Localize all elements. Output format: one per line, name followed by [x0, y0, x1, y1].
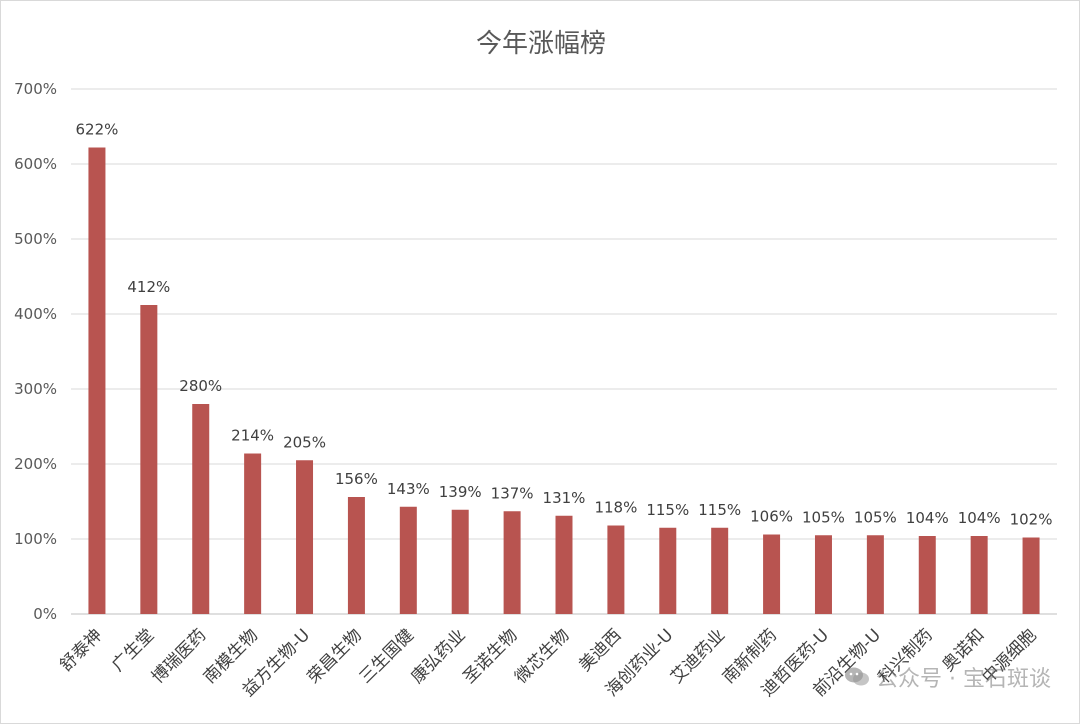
- bar: [659, 527, 677, 614]
- bar: [244, 453, 262, 614]
- bar: [866, 535, 884, 614]
- data-labels: 622% 412% 280% 214% 205% 156% 143% 139% 137% 131%…: [76, 121, 1053, 529]
- x-tick-label: 康弘药业: [408, 625, 470, 687]
- bar: [607, 525, 625, 614]
- bar: [555, 515, 573, 614]
- data-label: 156%: [335, 470, 378, 488]
- data-label: 105%: [802, 508, 845, 526]
- data-label: 104%: [906, 509, 949, 527]
- x-tick-label: 荣昌生物: [304, 625, 366, 687]
- data-label: 118%: [594, 499, 637, 517]
- data-label: 139%: [439, 483, 482, 501]
- watermark-text: 公众号 · 宝石斑谈: [876, 667, 1051, 692]
- x-tick-label: 艾迪药业: [667, 625, 729, 687]
- bar: [763, 534, 781, 614]
- x-tick-label: 博瑞医药: [148, 625, 210, 687]
- y-tick-label: 500%: [14, 230, 57, 248]
- data-label: 137%: [491, 484, 534, 502]
- data-label: 102%: [1010, 511, 1053, 529]
- data-label: 131%: [543, 489, 586, 507]
- y-tick-label: 300%: [14, 380, 57, 398]
- bar: [503, 511, 521, 614]
- x-tick-label: 舒泰神: [56, 625, 106, 675]
- data-label: 205%: [283, 433, 326, 451]
- data-label: 143%: [387, 480, 430, 498]
- data-label: 622%: [76, 121, 119, 139]
- bar: [918, 536, 936, 614]
- bar: [970, 536, 988, 614]
- y-axis-ticks: 0% 100% 200% 300% 400% 500% 600% 700%: [14, 80, 57, 623]
- bar: [1022, 537, 1040, 614]
- y-tick-label: 700%: [14, 80, 57, 98]
- bar: [814, 535, 832, 614]
- y-tick-label: 600%: [14, 155, 57, 173]
- y-tick-label: 100%: [14, 530, 57, 548]
- bar: [192, 404, 210, 614]
- chart-title: 今年涨幅榜: [476, 29, 606, 59]
- wechat-icon: [844, 666, 870, 688]
- bar: [451, 509, 469, 614]
- data-label: 214%: [231, 427, 274, 445]
- bar: [711, 527, 729, 614]
- x-tick-label: 三生国健: [356, 625, 418, 687]
- watermark: 公众号 · 宝石斑谈: [844, 661, 1051, 693]
- data-label: 115%: [646, 501, 689, 519]
- x-tick-label: 圣诺生物: [459, 625, 521, 687]
- bars: [88, 147, 1040, 614]
- x-tick-label: 广生堂: [108, 625, 158, 675]
- bar: [399, 506, 417, 614]
- y-tick-label: 400%: [14, 305, 57, 323]
- data-label: 280%: [179, 377, 222, 395]
- data-label: 412%: [127, 278, 170, 296]
- data-label: 104%: [958, 509, 1001, 527]
- bar: [140, 305, 158, 614]
- x-tick-label: 美迪西: [575, 625, 625, 675]
- data-label: 105%: [854, 508, 897, 526]
- bar: [347, 497, 365, 614]
- data-label: 115%: [698, 501, 741, 519]
- bar: [296, 460, 314, 614]
- y-tick-label: 200%: [14, 455, 57, 473]
- x-tick-label: 微芯生物: [511, 625, 573, 687]
- gridlines: [71, 88, 1057, 615]
- data-label: 106%: [750, 508, 793, 526]
- y-tick-label: 0%: [33, 605, 57, 623]
- bar: [88, 147, 106, 614]
